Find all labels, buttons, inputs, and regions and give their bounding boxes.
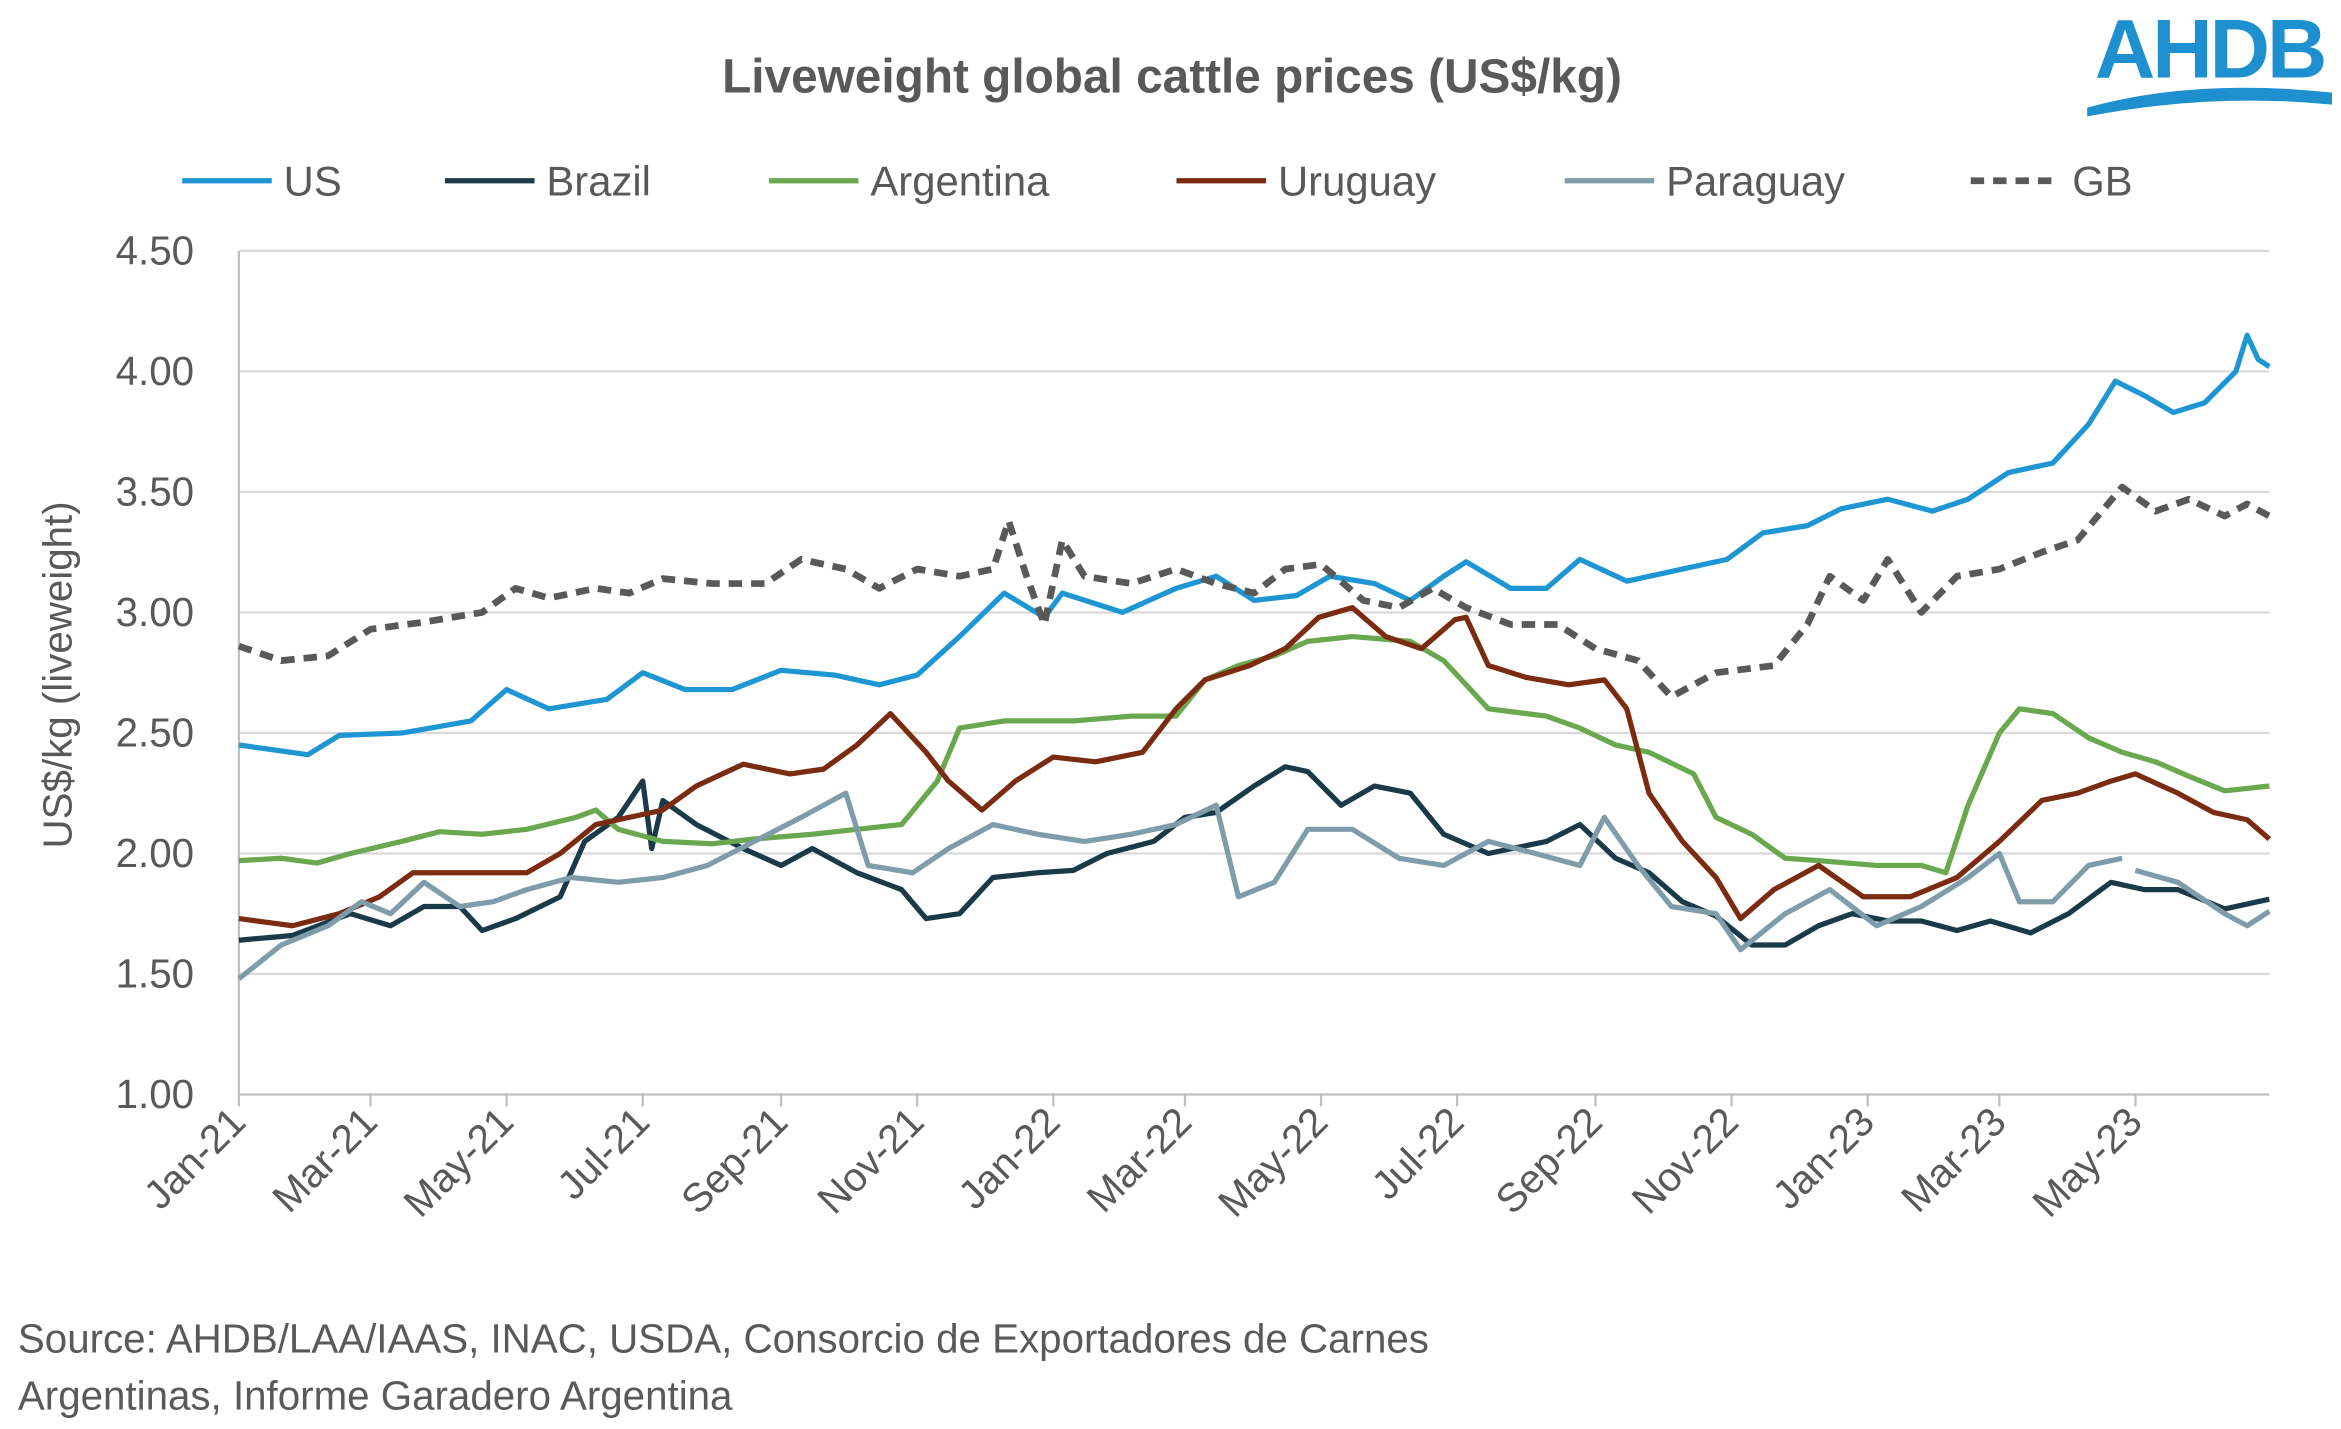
x-tick-label: Mar-22 xyxy=(1078,1099,1200,1221)
legend-label-brazil: Brazil xyxy=(546,158,651,205)
legend-label-paraguay: Paraguay xyxy=(1666,158,1845,205)
chart-title: Liveweight global cattle prices (US$/kg) xyxy=(722,51,1622,104)
y-tick-label: 2.50 xyxy=(116,710,194,755)
x-tick-label: Jan-23 xyxy=(1764,1099,1883,1218)
x-tick-label: Mar-21 xyxy=(264,1099,386,1221)
y-tick-label: 1.50 xyxy=(116,951,194,996)
svg-text:AHDB: AHDB xyxy=(2095,2,2325,96)
y-axis-label: US$/kg (liveweight) xyxy=(36,501,81,848)
series-lines xyxy=(237,332,2272,981)
series-line-argentina xyxy=(238,633,2270,876)
legend-label-argentina: Argentina xyxy=(870,158,1050,205)
legend-label-us: US xyxy=(284,158,342,205)
legend-label-gb: GB xyxy=(2072,158,2132,205)
y-tick-label: 4.00 xyxy=(116,349,194,394)
x-tick-label: Jul-21 xyxy=(549,1099,658,1208)
source-line-1: Source: AHDB/LAA/IAAS, INAC, USDA, Conso… xyxy=(18,1317,1429,1362)
x-tick-label: Nov-21 xyxy=(809,1099,933,1223)
x-tick-label: Jan-22 xyxy=(950,1099,1069,1218)
legend-label-uruguay: Uruguay xyxy=(1278,158,1436,205)
y-axis-ticks: 1.00 1.50 2.00 2.50 3.00 3.50 4.00 4.50 xyxy=(116,228,194,1117)
x-axis-ticks: Jan-21 Mar-21 May-21 Jul-21 Sep-21 Nov-21 Jan-… xyxy=(135,250,2270,1226)
x-tick-label: May-23 xyxy=(2024,1099,2151,1226)
source-line-2: Argentinas, Informe Garadero Argentina xyxy=(18,1373,733,1418)
y-tick-label: 3.00 xyxy=(116,590,194,635)
series-line-brazil xyxy=(238,764,2270,948)
legend: US Brazil Argentina Uruguay Paraguay GB xyxy=(182,158,2133,205)
gridlines xyxy=(238,249,2270,976)
x-tick-label: Sep-22 xyxy=(1487,1099,1611,1223)
y-tick-label: 4.50 xyxy=(116,228,194,273)
x-tick-label: May-22 xyxy=(1210,1099,1337,1226)
x-tick-label: Mar-23 xyxy=(1893,1099,2015,1221)
x-tick-label: Nov-22 xyxy=(1623,1099,1747,1223)
x-tick-label: Sep-21 xyxy=(673,1099,797,1223)
series-line-us xyxy=(238,332,2271,758)
y-tick-label: 3.50 xyxy=(116,469,194,514)
x-tick-label: May-21 xyxy=(395,1099,522,1226)
y-tick-label: 2.00 xyxy=(116,831,194,876)
series-line-gb xyxy=(237,483,2271,701)
series-line-uruguay xyxy=(238,604,2272,929)
ahdb-logo: AHDB xyxy=(2087,2,2333,117)
x-tick-label: Jul-22 xyxy=(1363,1099,1472,1208)
y-tick-label: 1.00 xyxy=(116,1072,194,1117)
series-line-paraguay xyxy=(237,790,2271,981)
